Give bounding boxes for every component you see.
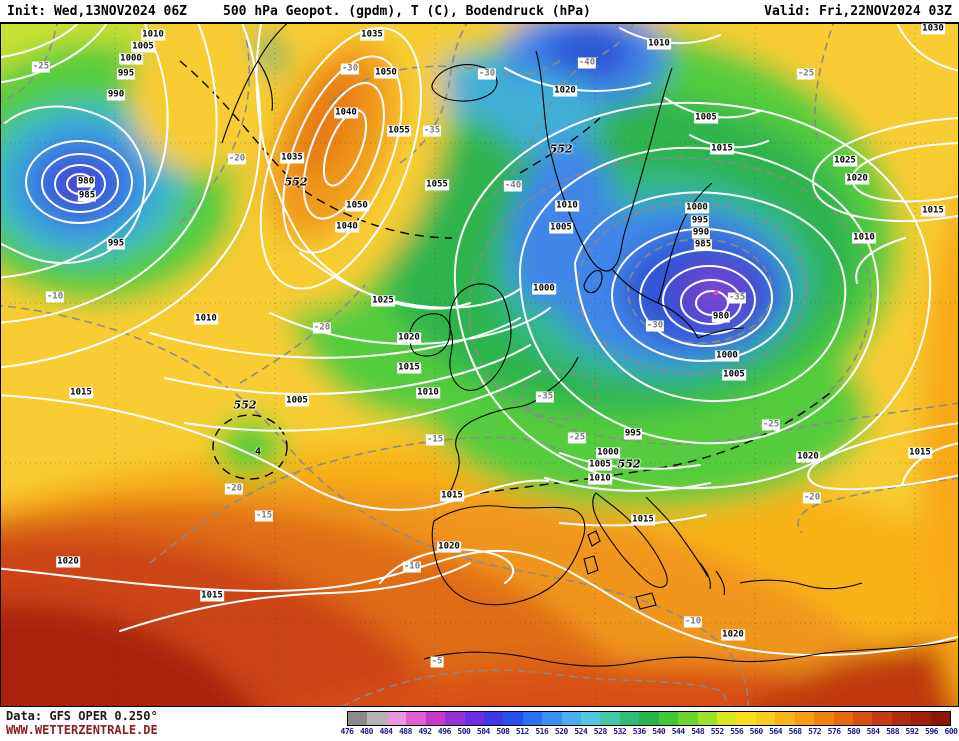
colorbar-tick: 532	[613, 727, 627, 736]
colorbar-tick: 520	[554, 727, 568, 736]
init-datetime: Init: Wed,13NOV2024 06Z	[7, 3, 188, 19]
colorbar-cell	[503, 712, 523, 725]
colorbar-tick: 596	[925, 727, 938, 736]
colorbar-cell	[911, 712, 931, 725]
credits: Data: GFS OPER 0.250° WWW.WETTERZENTRALE…	[6, 709, 158, 737]
colorbar-tick: 584	[866, 727, 880, 736]
colorbar-cell	[736, 712, 756, 725]
colorbar-cell	[639, 712, 659, 725]
coastlines	[221, 23, 957, 667]
colorbar-scale	[347, 711, 951, 726]
colorbar-cell	[600, 712, 620, 725]
colorbar-cell	[717, 712, 737, 725]
colorbar-tick: 488	[398, 727, 412, 736]
colorbar-cell	[406, 712, 426, 725]
colorbar-tick: 492	[418, 727, 432, 736]
colorbar-cell	[619, 712, 640, 725]
colorbar-cell	[522, 712, 543, 725]
colorbar-cell	[386, 712, 407, 725]
colorbar-tick: 508	[496, 727, 510, 736]
colorbar: 476 480 484 488 492 496 500 504 508 512 516 520 524 5…	[341, 711, 958, 738]
colorbar-tick: 528	[593, 727, 607, 736]
colorbar-cell	[483, 712, 504, 725]
colorbar-tick: 576	[827, 727, 841, 736]
map-title: 500 hPa Geopot. (gpdm), T (C), Bodendruc…	[223, 3, 591, 19]
colorbar-tick: 548	[691, 727, 705, 736]
website-link[interactable]: WWW.WETTERZENTRALE.DE	[6, 723, 158, 737]
colorbar-tick: 524	[574, 727, 588, 736]
weather-map: 1030 1010 1005 1000 995 990 980 985 995 1035 1050 1…	[0, 22, 959, 708]
colorbar-tick: 580	[847, 727, 861, 736]
graticule	[0, 23, 959, 707]
colorbar-cell	[775, 712, 795, 725]
colorbar-cell	[425, 712, 446, 725]
colorbar-tick: 564	[769, 727, 783, 736]
colorbar-cell	[367, 712, 387, 725]
colorbar-cell	[697, 712, 718, 725]
map-graphic	[0, 23, 959, 707]
colorbar-cell	[814, 712, 834, 725]
colorbar-cell	[891, 712, 912, 725]
colorbar-tick: 568	[788, 727, 802, 736]
colorbar-cell	[561, 712, 582, 725]
colorbar-tick: 476	[340, 727, 354, 736]
colorbar-tick: 512	[515, 727, 529, 736]
colorbar-tick: 496	[437, 727, 451, 736]
colorbar-cell	[348, 712, 368, 725]
colorbar-cell	[445, 712, 465, 725]
colorbar-tick: 592	[905, 727, 919, 736]
colorbar-cell	[678, 712, 698, 725]
colorbar-tick: 500	[457, 727, 471, 736]
colorbar-tick: 504	[476, 727, 490, 736]
colorbar-cell	[872, 712, 892, 725]
colorbar-tick: 572	[808, 727, 822, 736]
map-footer: Data: GFS OPER 0.250° WWW.WETTERZENTRALE…	[0, 707, 959, 741]
colorbar-cell	[658, 712, 679, 725]
colorbar-tick: 556	[730, 727, 744, 736]
colorbar-tick: 516	[535, 727, 549, 736]
colorbar-tick: 588	[886, 727, 900, 736]
colorbar-cell	[852, 712, 873, 725]
colorbar-cell	[464, 712, 484, 725]
colorbar-tick: 560	[749, 727, 763, 736]
colorbar-tick: 552	[710, 727, 724, 736]
colorbar-cell	[755, 712, 776, 725]
valid-datetime: Valid: Fri,22NOV2024 03Z	[764, 3, 952, 19]
colorbar-tick: 536	[632, 727, 646, 736]
colorbar-tick: 544	[671, 727, 685, 736]
colorbar-cell	[930, 712, 951, 725]
colorbar-cell	[542, 712, 562, 725]
colorbar-cell	[581, 712, 601, 725]
colorbar-tick: 484	[379, 727, 393, 736]
data-source: Data: GFS OPER 0.250°	[6, 709, 158, 723]
colorbar-cell	[833, 712, 853, 725]
colorbar-cell	[794, 712, 815, 725]
low-center-marker	[713, 290, 719, 296]
colorbar-tick: 480	[359, 727, 373, 736]
map-header: Init: Wed,13NOV2024 06Z 500 hPa Geopot. …	[0, 0, 959, 22]
colorbar-tick: 540	[652, 727, 666, 736]
colorbar-ticks: 476 480 484 488 492 496 500 504 508 512 516 520 524 5…	[341, 727, 958, 738]
colorbar-tick: 600	[944, 727, 958, 736]
